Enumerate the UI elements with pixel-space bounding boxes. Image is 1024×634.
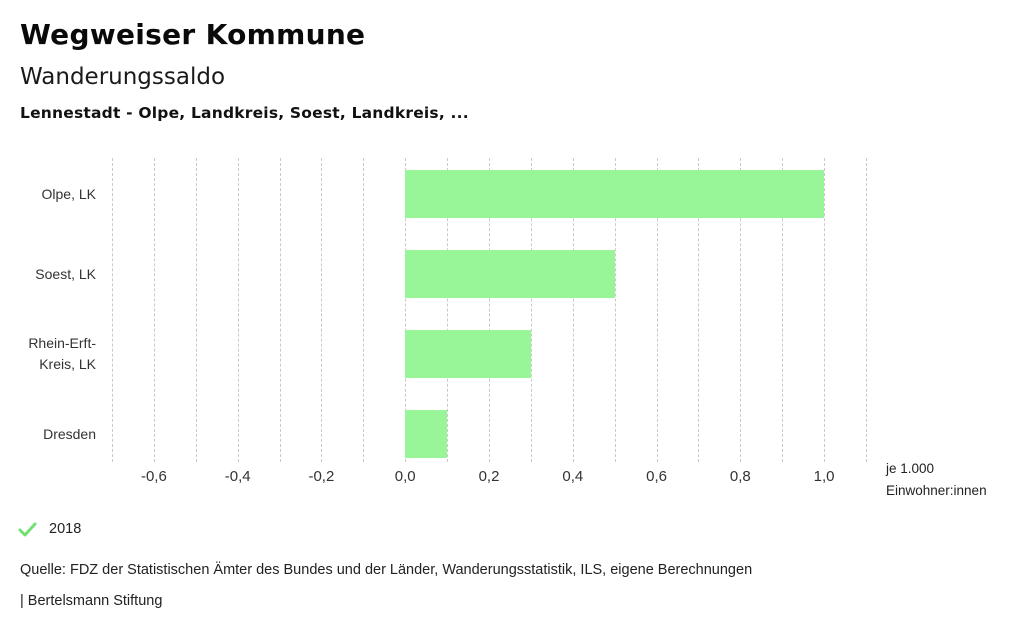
- x-axis-unit-line1: je 1.000: [886, 461, 935, 476]
- x-axis-unit-line2: Einwohner:innen: [886, 482, 987, 498]
- x-axis-unit-label: je 1.000 Einwohner:innen: [886, 458, 987, 501]
- attribution-text: | Bertelsmann Stiftung: [20, 593, 163, 609]
- x-tick-label: 0,8: [729, 468, 751, 485]
- gridline: [572, 158, 574, 462]
- gridline: [656, 158, 658, 462]
- x-tick-label: 0,4: [562, 468, 584, 485]
- category-label: Dresden: [43, 425, 96, 442]
- source-text: Quelle: FDZ der Statistischen Ämter des …: [20, 562, 753, 578]
- selected-regions-subtitle: Lennestadt - Olpe, Landkreis, Soest, Lan…: [20, 104, 469, 122]
- gridline: [321, 158, 323, 462]
- bar-soest-lk[interactable]: [405, 250, 615, 298]
- chart-title: Wanderungssaldo: [20, 64, 226, 90]
- x-tick-label: -0,4: [224, 468, 251, 485]
- x-axis: -0,6 -0,4 -0,2 0,0 0,2 0,4 0,6 0,8 1,0: [112, 468, 866, 488]
- page-title: Wegweiser Kommune: [20, 18, 366, 51]
- check-icon: [18, 522, 37, 537]
- gridline: [824, 158, 826, 462]
- gridline: [698, 158, 700, 462]
- gridline: [489, 158, 490, 462]
- plot-area: [112, 158, 867, 462]
- bar-dresden[interactable]: [405, 410, 448, 458]
- gridline: [195, 158, 197, 462]
- x-tick-label: 0,0: [394, 468, 416, 485]
- gridline: [153, 158, 155, 462]
- gridline: [740, 158, 742, 462]
- gridline: [279, 158, 281, 462]
- x-tick-label: 0,6: [646, 468, 668, 485]
- gridline: [112, 158, 113, 462]
- legend-item-2018[interactable]: 2018: [18, 521, 81, 537]
- x-tick-label: 0,2: [478, 468, 500, 485]
- category-labels: Olpe, LK Soest, LK Rhein-Erft- Kreis, LK Dre…: [0, 158, 104, 462]
- x-tick-label: -0,2: [308, 468, 335, 485]
- gridline: [363, 158, 365, 462]
- legend-year-label: 2018: [49, 521, 82, 537]
- gridline: [614, 158, 616, 462]
- category-label: Rhein-Erft- Kreis, LK: [28, 335, 96, 372]
- x-tick-label: -0,6: [140, 468, 167, 485]
- category-label: Soest, LK: [35, 265, 96, 282]
- gridline: [447, 158, 449, 462]
- category-label: Olpe, LK: [41, 185, 96, 202]
- gridline: [405, 158, 407, 462]
- gridline: [237, 158, 239, 462]
- bar-rhein-erft-kreis-lk[interactable]: [405, 330, 531, 378]
- x-tick-label: 1,0: [813, 468, 835, 485]
- bar-olpe-lk[interactable]: [405, 170, 825, 218]
- gridline: [782, 158, 784, 462]
- gridline: [866, 158, 867, 462]
- gridline: [530, 158, 532, 462]
